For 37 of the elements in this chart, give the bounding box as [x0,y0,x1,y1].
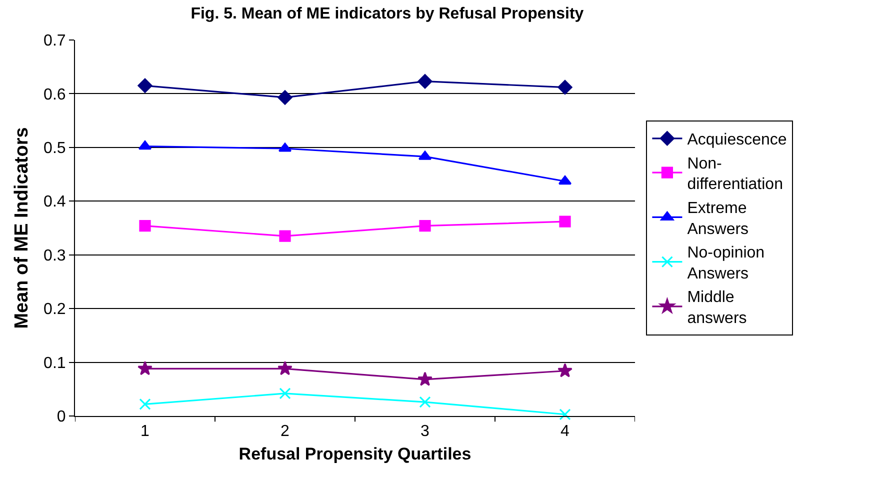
point [138,78,152,93]
y-tick-label: 0.3 [44,247,66,264]
y-tick-label: 0 [56,408,66,426]
point [278,90,292,105]
y-tick-label: 0.7 [44,32,66,50]
point [558,175,572,185]
point [139,398,151,410]
point [558,80,572,95]
x-axis-title: Refusal Propensity Quartiles [238,444,472,464]
x-tick-label: 4 [560,423,570,440]
point [419,220,431,232]
point [279,230,291,242]
y-tick-label: 0.2 [44,301,66,318]
point [138,360,152,376]
x-tick-label: 1 [140,423,150,440]
point [418,372,432,386]
point [558,363,572,378]
point [419,396,431,408]
point [278,360,292,376]
y-tick-label: 0.6 [44,86,66,104]
point [418,74,432,89]
y-tick-label: 0.5 [44,140,66,158]
legend-label: Acquiescence [687,132,787,149]
legend-label: No-opinion Answers [687,244,765,282]
point [139,220,151,232]
legend-label: Non-differentiation [687,155,783,194]
y-axis-title: Mean of ME Indicators [11,127,32,329]
legend-label: Middle answers [687,289,747,328]
y-tick-label: 0.1 [44,354,66,372]
x-tick-label: 2 [280,423,290,440]
chart-title: Fig. 5. Mean of ME indicators by Refusal Propensity [190,5,584,22]
y-tick-label: 0.4 [44,194,66,211]
point [559,216,571,228]
point [559,408,571,420]
x-tick-label: 3 [420,423,430,440]
point [279,388,291,400]
legend-label: Extreme Answers [687,200,749,238]
